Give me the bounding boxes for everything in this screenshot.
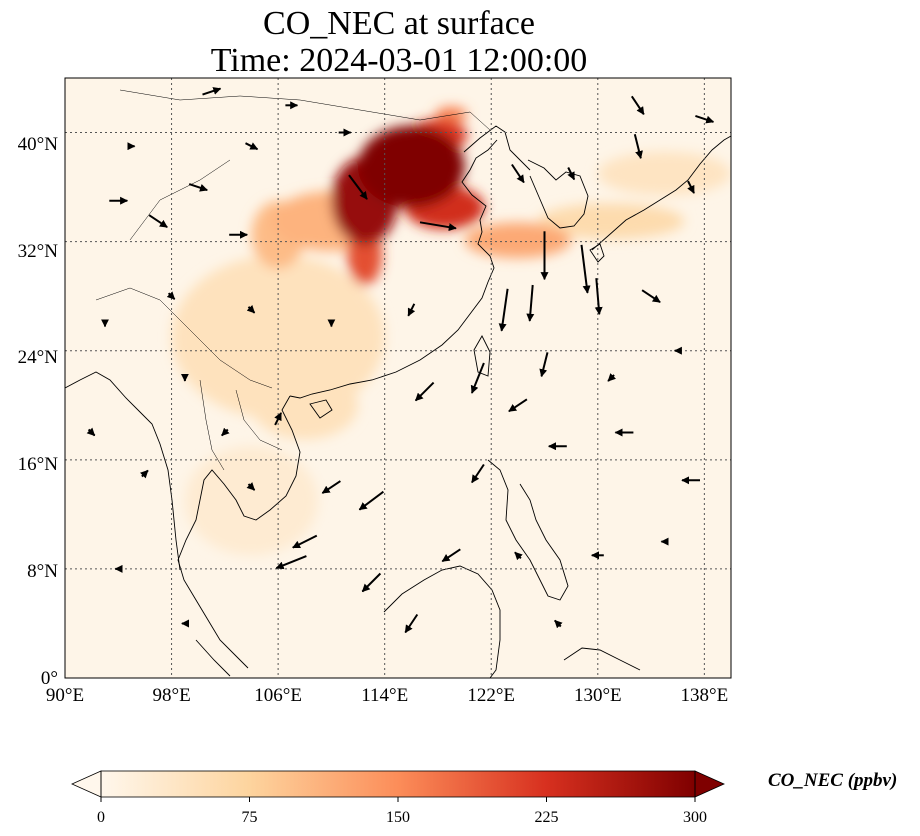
wind-arrow bbox=[246, 304, 256, 314]
coastline-borneo bbox=[383, 565, 501, 678]
wind-arrow bbox=[526, 284, 535, 322]
wind-arrow bbox=[594, 278, 603, 315]
coastline-china bbox=[289, 139, 498, 399]
co-hotspot bbox=[184, 446, 319, 556]
colorbar-tick-label: 150 bbox=[386, 809, 410, 826]
wind-arrow bbox=[511, 163, 525, 184]
x-axis: 90°E 98°E 106°E 114°E 122°E 130°E 138°E bbox=[46, 685, 728, 706]
coastline-bay-of-bengal bbox=[65, 371, 181, 571]
colorbar: 0 75 150 225 300 bbox=[71, 770, 725, 826]
wind-arrow bbox=[86, 427, 96, 437]
map-panel bbox=[64, 77, 732, 679]
coastline-bohai bbox=[463, 125, 531, 171]
coastline-taiwan bbox=[473, 335, 491, 377]
wind-arrow bbox=[274, 412, 282, 426]
x-tick-label: 106°E bbox=[254, 685, 302, 706]
colorbar-tick-label: 300 bbox=[683, 809, 707, 826]
wind-arrow bbox=[358, 490, 384, 511]
coastline-indochina bbox=[177, 395, 301, 669]
colorbar-label: CO_NEC (ppbv) bbox=[768, 770, 898, 791]
x-tick-label: 138°E bbox=[681, 685, 729, 706]
y-tick-label: 0° bbox=[41, 668, 58, 689]
coastlines bbox=[65, 89, 731, 678]
wind-arrow bbox=[245, 142, 259, 151]
y-tick-label: 40°N bbox=[18, 134, 59, 155]
wind-arrow bbox=[633, 133, 643, 159]
wind-arrow bbox=[148, 214, 168, 229]
wind-arrow bbox=[695, 114, 715, 124]
wind-arrow bbox=[246, 482, 256, 491]
x-tick-label: 122°E bbox=[467, 685, 515, 706]
y-tick-label: 8°N bbox=[27, 561, 58, 582]
wind-arrow bbox=[414, 381, 435, 402]
co-hotspot bbox=[251, 371, 359, 440]
co-hotspot bbox=[358, 125, 465, 208]
x-tick-label: 90°E bbox=[46, 685, 84, 706]
wind-arrow bbox=[441, 548, 461, 563]
wind-arrow bbox=[188, 183, 208, 192]
wind-arrow bbox=[404, 613, 419, 634]
wind-arrow bbox=[687, 180, 695, 194]
wind-arrow bbox=[630, 95, 645, 115]
y-axis: 0° 8°N 16°N 24°N 32°N 40°N bbox=[18, 134, 59, 689]
map-title: CO_NEC at surface bbox=[263, 5, 535, 42]
wind-arrow bbox=[275, 555, 307, 570]
colorbar-extend-max bbox=[694, 770, 725, 798]
wind-arrow bbox=[508, 398, 528, 413]
wind-arrow bbox=[641, 289, 661, 304]
wind-arrow bbox=[407, 303, 416, 317]
wind-arrow bbox=[166, 291, 176, 300]
border-lines bbox=[95, 89, 491, 471]
wind-arrow bbox=[202, 87, 222, 96]
wind-arrow bbox=[567, 167, 576, 181]
wind-arrow bbox=[470, 362, 485, 394]
wind-arrow bbox=[361, 572, 382, 593]
map-frame bbox=[64, 77, 732, 679]
coastline-philippines bbox=[487, 459, 569, 601]
co-hotspot bbox=[537, 203, 685, 239]
wind-arrow bbox=[221, 427, 230, 437]
colorbar-tick-label: 225 bbox=[535, 809, 559, 826]
coastline-hainan bbox=[309, 399, 333, 419]
wind-arrow bbox=[580, 244, 591, 294]
wind-arrow bbox=[539, 352, 549, 378]
coastline-kyushu bbox=[589, 243, 605, 263]
colorbar-tick-label: 75 bbox=[242, 809, 258, 826]
wind-arrow bbox=[498, 288, 509, 332]
wind-arrow bbox=[471, 463, 485, 484]
coastline-new-guinea bbox=[563, 647, 641, 671]
wind-arrow bbox=[292, 534, 318, 549]
map-subtitle: Time: 2024-03-01 12:00:00 bbox=[210, 42, 588, 79]
wind-arrow bbox=[139, 469, 149, 479]
y-tick-label: 32°N bbox=[18, 241, 59, 262]
wind-vectors bbox=[86, 87, 715, 634]
co-hotspot bbox=[464, 222, 572, 258]
wind-arrow bbox=[348, 174, 368, 200]
wind-arrow bbox=[554, 619, 563, 629]
x-tick-label: 98°E bbox=[152, 685, 190, 706]
coastline-korea bbox=[527, 159, 589, 229]
wind-arrow bbox=[607, 373, 617, 382]
x-tick-label: 114°E bbox=[361, 685, 408, 706]
coastline-japan bbox=[591, 135, 731, 251]
colorbar-tick-label: 0 bbox=[97, 809, 105, 826]
coastline-sumatra bbox=[195, 639, 231, 677]
co-concentration-field bbox=[171, 106, 731, 556]
y-tick-label: 24°N bbox=[18, 347, 59, 368]
x-tick-label: 130°E bbox=[574, 685, 622, 706]
colorbar-extend-min bbox=[71, 770, 102, 798]
colorbar-gradient bbox=[101, 771, 695, 797]
y-tick-label: 16°N bbox=[18, 454, 59, 475]
wind-arrow bbox=[321, 480, 341, 494]
wind-arrow bbox=[514, 551, 523, 561]
wind-arrow bbox=[419, 221, 457, 232]
co-hotspot bbox=[597, 151, 731, 196]
